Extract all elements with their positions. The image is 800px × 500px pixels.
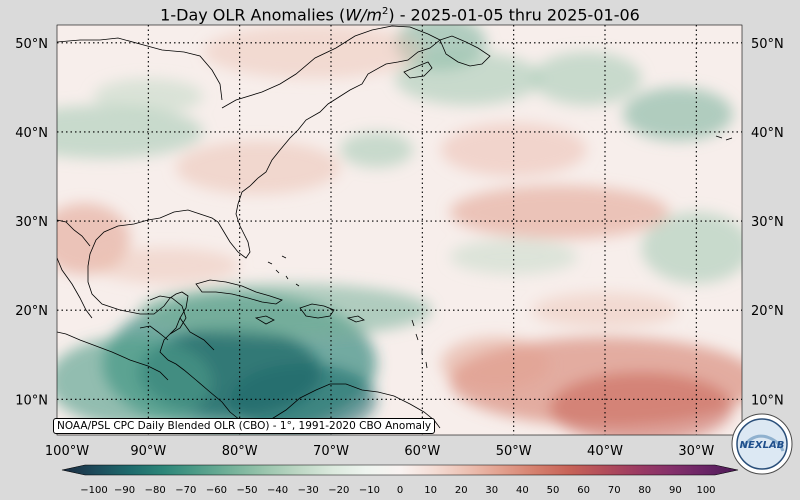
colorbar-tick-label: 30 <box>485 485 498 496</box>
anomaly-region <box>203 25 423 79</box>
latitude-labels-left: 50°N 40°N 30°N 20°N 10°N <box>15 37 48 409</box>
latitude-label: 30°N <box>751 215 784 230</box>
longitude-label: 90°W <box>130 444 166 459</box>
latitude-label: 50°N <box>751 37 784 52</box>
anomaly-region <box>139 283 432 337</box>
anomaly-region <box>394 51 542 106</box>
colorbar-tick-label: −30 <box>298 485 319 496</box>
anomaly-region <box>641 212 742 284</box>
map-title: 1-Day OLR Anomalies (W/m2) - 2025-01-05 … <box>160 5 640 25</box>
longitude-label: 40°W <box>587 444 623 459</box>
longitude-label: 70°W <box>313 444 349 459</box>
colorbar-tick-label: −90 <box>114 485 135 496</box>
colorbar-tick-label: −70 <box>175 485 196 496</box>
anomaly-region <box>175 140 341 195</box>
latitude-label: 30°N <box>15 215 48 230</box>
longitude-label: 100°W <box>45 444 89 459</box>
colorbar-tick-label: −20 <box>328 485 349 496</box>
longitude-labels: 100°W 90°W 80°W 70°W 60°W 50°W 40°W 30°W <box>45 444 715 459</box>
colorbar-tick-label: −10 <box>359 485 380 496</box>
colorbar-tick-label: 60 <box>577 485 590 496</box>
colorbar-bar <box>61 464 739 476</box>
anomaly-region <box>340 131 414 168</box>
longitude-label: 30°W <box>678 444 714 459</box>
colorbar-tick-label: −40 <box>267 485 288 496</box>
data-source-credit: NOAA/PSL CPC Daily Blended OLR (CBO) - 1… <box>53 418 436 434</box>
colorbar-tick-label: 80 <box>638 485 651 496</box>
anomaly-region <box>57 336 213 427</box>
longitude-label: 80°W <box>222 444 258 459</box>
longitude-label: 60°W <box>404 444 440 459</box>
anomaly-region <box>531 51 642 106</box>
latitude-label: 40°N <box>751 126 784 141</box>
anomaly-region <box>93 78 204 115</box>
anomaly-region <box>230 363 377 435</box>
map-frame <box>56 24 743 436</box>
latitude-label: 50°N <box>15 37 48 52</box>
latitude-label: 40°N <box>15 126 48 141</box>
anomaly-region <box>440 123 587 177</box>
latitude-label: 20°N <box>15 304 48 319</box>
nexlab-logo: NEXLAB <box>731 413 793 475</box>
anomaly-region <box>449 238 578 275</box>
latitude-labels-right: 50°N 40°N 30°N 20°N 10°N <box>751 37 784 409</box>
anomaly-region <box>93 247 240 284</box>
colorbar: −100 −90 −80 −70 −60 −50 −40 −30 −20 −10 0 10 20 30 40… <box>61 464 739 496</box>
latitude-label: 10°N <box>15 393 48 408</box>
colorbar-tick-label: −50 <box>236 485 257 496</box>
anomaly-region <box>531 292 679 329</box>
colorbar-tick-label: 40 <box>516 485 529 496</box>
graticule <box>57 25 742 435</box>
colorbar-tick-label: 10 <box>424 485 437 496</box>
colorbar-tick-label: 20 <box>455 485 468 496</box>
svg-text:NEXLAB: NEXLAB <box>740 440 785 451</box>
anomaly-region <box>440 336 551 391</box>
colorbar-tick-label: 70 <box>608 485 621 496</box>
colorbar-tick-label: −60 <box>206 485 227 496</box>
longitude-label: 50°W <box>496 444 532 459</box>
colorbar-tick-label: −80 <box>145 485 166 496</box>
anomaly-region <box>623 87 733 141</box>
latitude-label: 10°N <box>751 393 784 408</box>
anomaly-region <box>449 185 669 239</box>
anomaly-region <box>550 372 733 435</box>
colorbar-tick-label: 0 <box>397 485 403 496</box>
colorbar-tick-label: −100 <box>80 485 107 496</box>
latitude-label: 20°N <box>751 304 784 319</box>
colorbar-tick-label: 100 <box>696 485 715 496</box>
colorbar-tick-label: 50 <box>547 485 560 496</box>
colorbar-ticks: −100 −90 −80 −70 −60 −50 −40 −30 −20 −10 0 10 20 30 40… <box>80 485 715 496</box>
colorbar-tick-label: 90 <box>669 485 682 496</box>
